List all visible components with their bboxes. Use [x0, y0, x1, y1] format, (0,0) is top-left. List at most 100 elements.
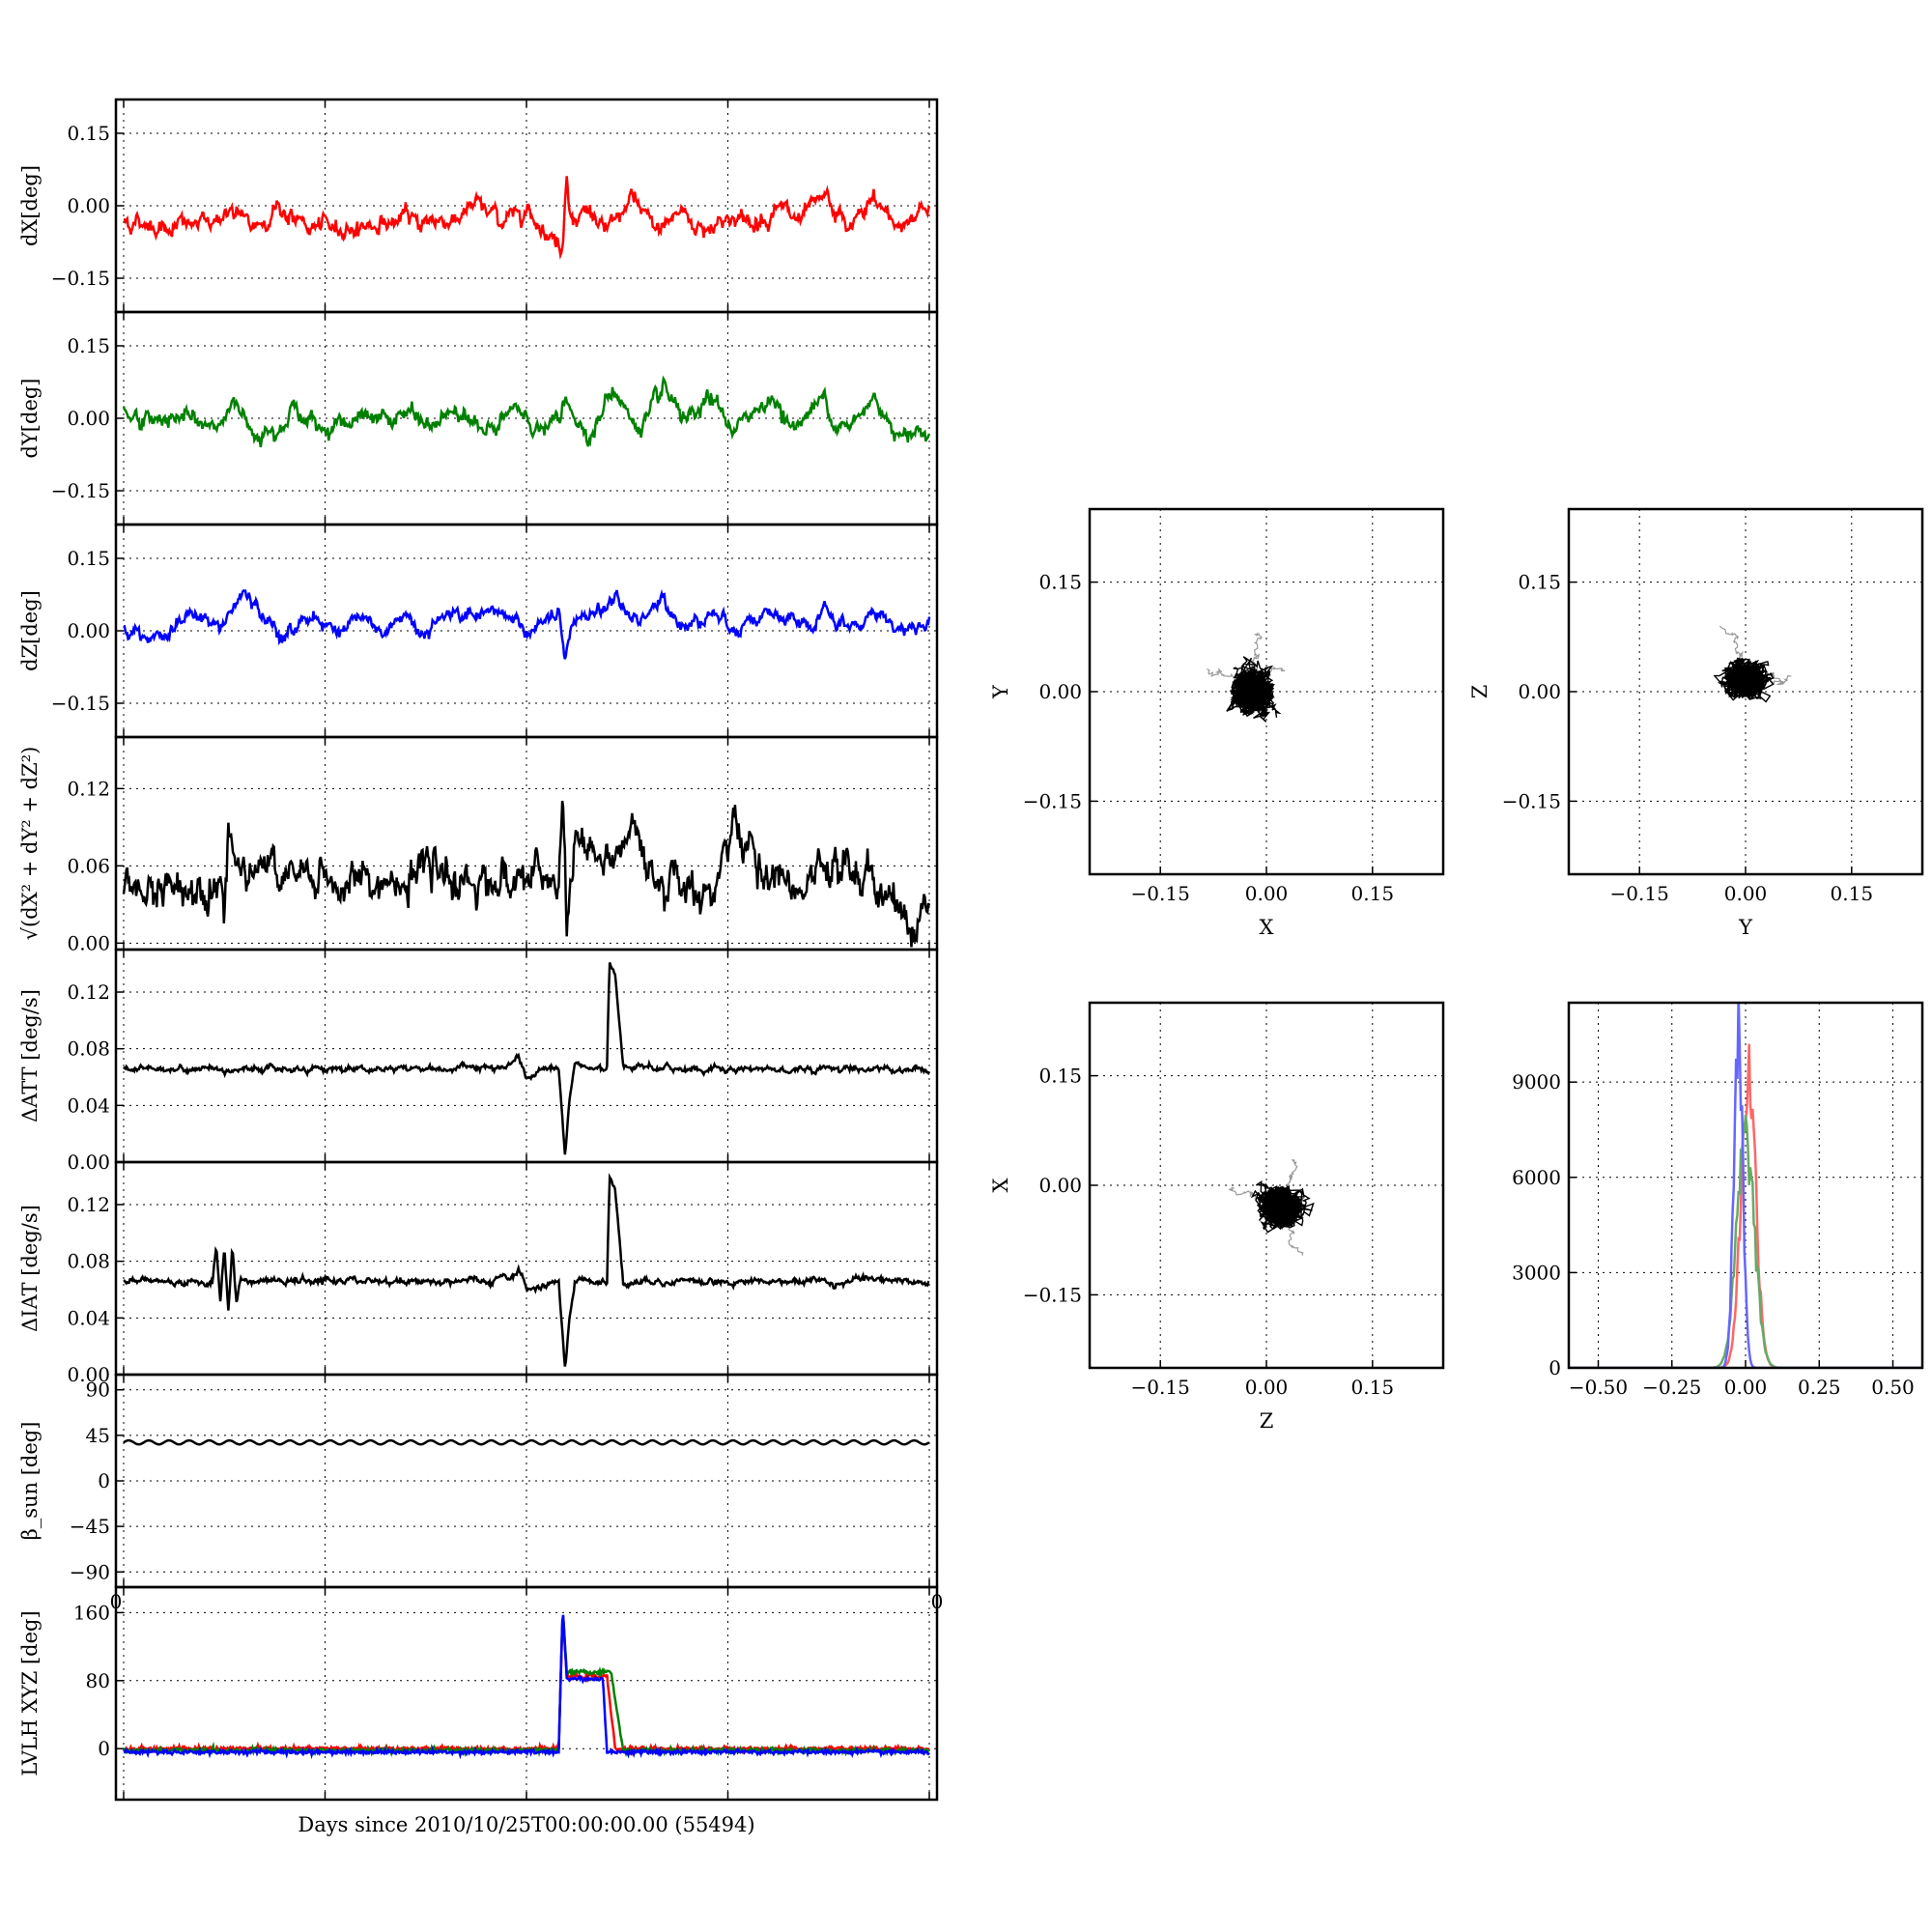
- x-tick-label-2: 0.15: [1351, 882, 1395, 905]
- y-tick-label-1: 3000: [1512, 1261, 1561, 1284]
- x-tick-label-0: −0.15: [1131, 882, 1190, 905]
- panel-hist: −0.50 −0.25 0.00 0.25 0.50 0 3000 6000 9000: [1512, 1001, 1924, 1399]
- x-tick-label-2: 0.15: [1351, 1376, 1395, 1399]
- data-beta: [123, 1438, 930, 1446]
- y-tick-label-0: 0.15: [67, 547, 110, 570]
- y-tick-label-0: 0.15: [67, 334, 110, 357]
- x-tick-label-4: 0.50: [1871, 1376, 1915, 1399]
- y-tick-label-2: 0.15: [1038, 571, 1082, 594]
- x-axis-label: Z: [1260, 1409, 1274, 1433]
- x-axis-label: X: [1260, 916, 1274, 939]
- y-tick-label-2: 0: [98, 1469, 110, 1492]
- x-tick-label-3: 0.25: [1798, 1376, 1841, 1399]
- x-axis-label: Y: [1738, 916, 1753, 939]
- y-axis-label: ΔATT [deg/s]: [18, 989, 42, 1122]
- series-line: [123, 962, 931, 1155]
- y-tick-label-1: 0.00: [67, 619, 110, 642]
- y-axis-label: ΔIAT [deg/s]: [18, 1205, 42, 1332]
- series-Y-line: [122, 1615, 930, 1758]
- panel-dtot: 0.12 0.06 0.00 √(dX² + dY² + dZ²): [18, 735, 939, 954]
- x-tick-label-1: 0.00: [1245, 882, 1289, 905]
- y-axis-label: Z: [1468, 685, 1492, 699]
- y-tick-label-0: 0.12: [67, 777, 110, 800]
- series-line: [123, 1438, 930, 1446]
- x-tick-label-1: 0.00: [1245, 1376, 1289, 1399]
- scatter-points: [1713, 625, 1792, 703]
- series-line: [123, 1173, 930, 1367]
- histogram-lines: [1569, 1003, 1922, 1368]
- y-tick-label-2: −0.15: [51, 267, 110, 290]
- y-tick-label-1: 0.06: [67, 854, 110, 877]
- x-tick-label-0: −0.15: [1610, 882, 1669, 905]
- series-line: [123, 588, 931, 660]
- y-axis-label: Y: [989, 684, 1012, 699]
- data-lvlh: [122, 1614, 931, 1760]
- y-tick-label-1: 0.00: [67, 194, 110, 217]
- series-line: [122, 375, 931, 448]
- time-series-panels: 0.15 0.00 −0.15 dX[deg] 0.15 0.00 −0.15 dY[deg]…: [18, 98, 943, 1802]
- y-tick-label-3: 0.00: [67, 1151, 110, 1174]
- panel-frame: [1567, 507, 1924, 876]
- y-tick-label-0: 160: [73, 1601, 110, 1624]
- data-dx: [123, 176, 931, 260]
- y-tick-label-2: 0.04: [67, 1094, 110, 1117]
- x-tick-label-1: 0.00: [1724, 882, 1768, 905]
- y-tick-label-2: −0.15: [51, 479, 110, 502]
- y-axis-label: √(dX² + dY² + dZ²): [18, 747, 42, 941]
- panel-dz: 0.15 0.00 −0.15 dZ[deg]: [18, 523, 939, 739]
- panel-frame: [114, 735, 939, 952]
- y-tick-label-1: 0.00: [1038, 680, 1082, 703]
- y-tick-label-1: 0.00: [1038, 1174, 1082, 1197]
- scatter-points: [1207, 632, 1286, 723]
- panel-lvlh: 160 80 0 LVLH XYZ [deg]: [18, 1585, 939, 1802]
- y-tick-label-1: 45: [86, 1424, 110, 1447]
- x-tick-label-0: −0.15: [1131, 1376, 1190, 1399]
- panel-frame: [114, 1160, 939, 1377]
- panel-sc-zx: −0.15 0.00 0.15 −0.15 0.00 0.15 Z X: [989, 1001, 1445, 1433]
- y-tick-label-3: −45: [70, 1515, 110, 1538]
- y-axis-label: dX[deg]: [18, 165, 42, 246]
- y-tick-label-0: 0.12: [67, 980, 110, 1004]
- y-tick-label-2: −0.15: [51, 692, 110, 715]
- hist-dZ-line: [1569, 1003, 1922, 1368]
- x-tick-label-2: 0.15: [1831, 882, 1874, 905]
- y-axis-label: X: [989, 1178, 1012, 1192]
- y-axis-label: dZ[deg]: [18, 590, 42, 671]
- y-tick-label-3: 9000: [1512, 1070, 1561, 1094]
- panel-frame: [114, 1585, 939, 1802]
- series-X-line: [122, 1617, 931, 1757]
- panel-frame: [1088, 507, 1445, 876]
- y-tick-label-0: −0.15: [1502, 789, 1561, 812]
- panel-frame: [1088, 1001, 1445, 1370]
- panel-dx: 0.15 0.00 −0.15 dX[deg]: [18, 98, 939, 314]
- y-axis-label: β_sun [deg]: [18, 1422, 42, 1541]
- data-datt: [123, 962, 931, 1155]
- hist-dY-line: [1569, 1115, 1922, 1368]
- y-tick-label-2: 0: [98, 1737, 110, 1760]
- y-tick-label-0: 0.15: [67, 122, 110, 145]
- panel-frame: [114, 948, 939, 1164]
- scatter-trace: [1713, 657, 1775, 703]
- series-line: [123, 176, 931, 260]
- y-tick-label-0: 0.12: [67, 1193, 110, 1216]
- data-dy: [122, 375, 931, 448]
- panel-sc-yz: −0.15 0.00 0.15 −0.15 0.00 0.15 Y Z: [1468, 507, 1924, 939]
- y-tick-label-2: 0.00: [67, 931, 110, 954]
- y-tick-label-2: 0.15: [1038, 1065, 1082, 1088]
- y-tick-label-0: −0.15: [1023, 789, 1082, 812]
- panel-diat: 0.12 0.08 0.04 0.00 ΔIAT [deg/s]: [18, 1160, 939, 1386]
- scatter-trace: [1226, 656, 1282, 723]
- panel-frame: [1567, 1001, 1924, 1370]
- series-Z-line: [123, 1614, 931, 1760]
- data-dz: [123, 588, 931, 660]
- y-tick-label-0: 90: [86, 1378, 110, 1402]
- panel-dy: 0.15 0.00 −0.15 dY[deg]: [18, 310, 939, 526]
- panel-datt: 0.12 0.08 0.04 0.00 ΔATT [deg/s]: [18, 948, 939, 1174]
- scatter-points: [1228, 1158, 1315, 1256]
- y-tick-label-2: 6000: [1512, 1166, 1561, 1189]
- panel-sc-xy: −0.15 0.00 0.15 −0.15 0.00 0.15 X Y: [989, 507, 1445, 939]
- y-tick-label-4: −90: [70, 1560, 110, 1583]
- x-tick-label-1: −0.25: [1642, 1376, 1701, 1399]
